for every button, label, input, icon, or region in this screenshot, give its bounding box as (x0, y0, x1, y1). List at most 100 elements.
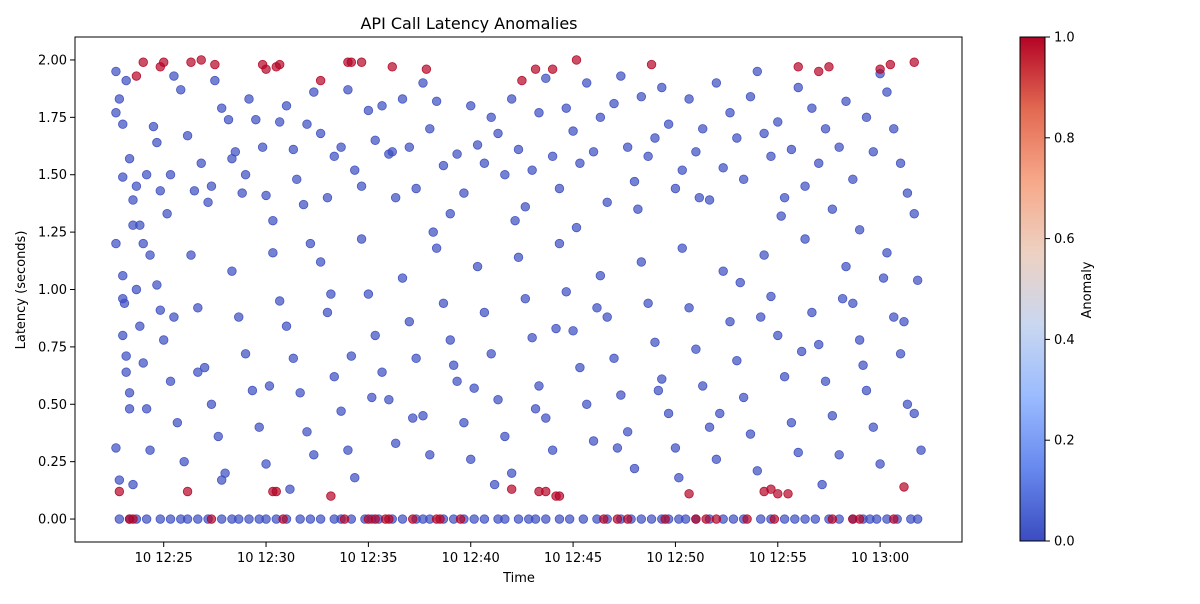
normal-point (817, 479, 827, 490)
y-tick-label: 1.75 (38, 111, 67, 126)
normal-point (895, 349, 906, 359)
normal-point (735, 277, 745, 288)
normal-point (111, 66, 121, 77)
normal-point (582, 399, 592, 409)
colorbar-tick-label: 0.6 (1054, 232, 1075, 247)
normal-point (384, 394, 394, 405)
normal-point (206, 181, 217, 191)
normal-point (636, 514, 647, 524)
normal-point (513, 514, 524, 524)
normal-point (152, 280, 162, 290)
normal-point (698, 124, 708, 134)
normal-point (493, 128, 503, 139)
normal-point (179, 456, 189, 467)
normal-point (912, 275, 923, 286)
normal-point (773, 117, 783, 127)
normal-point (807, 103, 817, 113)
normal-point (677, 243, 687, 253)
y-tick-label: 1.25 (38, 226, 67, 241)
normal-point (575, 158, 585, 168)
normal-point (820, 376, 831, 387)
anomaly-point (206, 514, 217, 524)
normal-point (216, 103, 227, 113)
normal-point (472, 140, 483, 150)
normal-point (841, 96, 851, 106)
normal-point (595, 112, 606, 123)
normal-point (138, 238, 148, 249)
anomaly-point (530, 64, 541, 74)
normal-point (285, 484, 295, 494)
normal-point (343, 85, 353, 95)
normal-point (428, 227, 438, 237)
normal-point (387, 147, 397, 157)
normal-point (292, 174, 302, 185)
normal-point (752, 466, 763, 476)
normal-point (288, 353, 299, 364)
colorbar-tick-label: 0.2 (1054, 434, 1075, 449)
normal-point (165, 514, 176, 524)
normal-point (119, 298, 130, 308)
anomaly-point (339, 514, 350, 524)
y-axis-label: Latency (seconds) (14, 231, 29, 350)
normal-point (657, 374, 667, 384)
normal-point (732, 355, 742, 366)
y-tick-label: 0.50 (38, 398, 67, 413)
normal-point (227, 266, 237, 276)
normal-point (206, 399, 217, 409)
normal-point (445, 335, 455, 345)
y-tick-label: 1.50 (38, 168, 67, 183)
y-tick-label: 0.00 (38, 513, 67, 528)
x-tick-label: 10 12:50 (646, 551, 704, 566)
normal-point (657, 82, 667, 93)
normal-point (452, 376, 462, 387)
normal-point (261, 459, 271, 469)
normal-point (466, 454, 476, 465)
colorbar (1019, 36, 1046, 542)
normal-point (411, 183, 421, 194)
normal-point (715, 408, 725, 419)
normal-point (592, 303, 602, 313)
normal-point (121, 75, 131, 86)
anomaly-point (660, 514, 670, 524)
normal-point (486, 349, 496, 359)
normal-point (196, 158, 206, 168)
normal-point (346, 351, 357, 361)
normal-point (155, 305, 165, 315)
normal-point (329, 151, 339, 162)
normal-point (588, 436, 599, 446)
normal-point (489, 479, 500, 490)
normal-point (448, 360, 459, 370)
normal-point (704, 422, 715, 432)
normal-point (646, 514, 657, 524)
anomaly-point (885, 59, 896, 70)
normal-point (547, 445, 558, 455)
normal-point (650, 133, 660, 143)
normal-point (169, 312, 179, 322)
normal-point (247, 385, 258, 396)
normal-point (268, 248, 278, 258)
normal-point (479, 514, 490, 524)
normal-point (752, 66, 763, 77)
normal-point (438, 160, 449, 171)
anomaly-point (274, 59, 285, 70)
normal-point (800, 514, 810, 524)
normal-point (779, 514, 790, 524)
anomaly-point (408, 514, 418, 524)
normal-point (575, 362, 585, 373)
anomaly-point (138, 57, 148, 67)
normal-point (128, 220, 138, 230)
normal-point (670, 183, 681, 194)
normal-point (916, 445, 926, 455)
normal-point (541, 413, 551, 423)
normal-point (274, 117, 285, 127)
anomaly-point (517, 75, 527, 86)
anomaly-point (899, 482, 909, 492)
normal-point (155, 186, 165, 196)
normal-point (694, 192, 705, 203)
normal-point (834, 450, 844, 460)
anomaly-point (909, 57, 919, 67)
normal-point (861, 112, 872, 123)
normal-point (684, 94, 694, 104)
normal-point (234, 312, 244, 322)
normal-point (336, 406, 346, 416)
